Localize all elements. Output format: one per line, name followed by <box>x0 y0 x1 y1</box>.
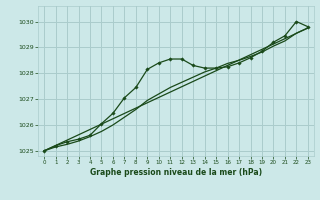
X-axis label: Graphe pression niveau de la mer (hPa): Graphe pression niveau de la mer (hPa) <box>90 168 262 177</box>
